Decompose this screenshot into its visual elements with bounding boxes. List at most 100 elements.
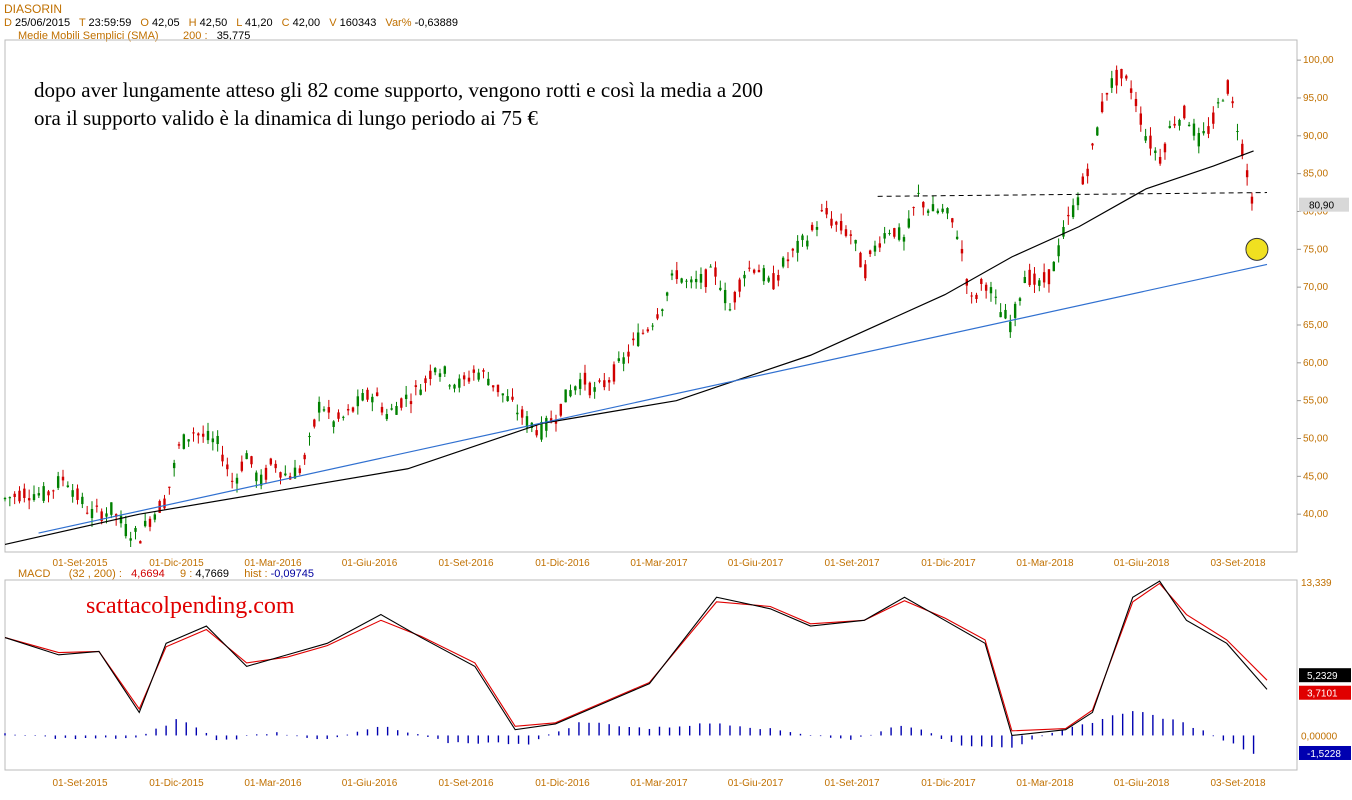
candle-body: [839, 221, 843, 231]
candle-body: [1241, 143, 1244, 156]
candle-body: [636, 332, 640, 346]
candle-body: [762, 268, 766, 282]
candle-body: [491, 385, 495, 388]
macd-hist-bar: [115, 735, 117, 739]
support-trendline: [38, 263, 1268, 534]
candle-body: [806, 240, 809, 247]
candle-body: [27, 498, 31, 501]
candle-body: [414, 385, 418, 388]
signal-last-value: 3,7101: [1307, 689, 1338, 700]
macd-x-tick-label: 01-Set-2017: [824, 778, 879, 789]
macd-hist-bar: [346, 734, 349, 736]
candle-body: [1231, 101, 1234, 104]
candle-body: [844, 229, 848, 236]
candle-body: [226, 464, 229, 470]
candle-body: [569, 390, 572, 397]
price-x-tick-label: 01-Set-2015: [52, 558, 107, 569]
candle-body: [622, 357, 625, 364]
macd-hist-bar: [970, 735, 973, 747]
candle-body: [419, 389, 422, 395]
macd-hist-bar: [1061, 730, 1063, 736]
price-x-tick-label: 01-Giu-2018: [1114, 558, 1170, 569]
macd-x-tick-label: 01-Giu-2016: [342, 778, 398, 789]
candle-body: [148, 518, 152, 527]
time-label: T: [78, 17, 86, 29]
var-value: -0,63889: [414, 17, 459, 29]
macd-hist-bar: [276, 732, 278, 736]
candle-body: [1028, 269, 1031, 286]
candle-body: [206, 430, 210, 441]
candle-body: [864, 264, 867, 279]
macd-params: (32 , 200) :: [68, 568, 122, 580]
candle-body: [1042, 272, 1046, 283]
candle-body: [520, 409, 524, 418]
candle-body: [1047, 269, 1051, 285]
macd-hist-bar: [860, 735, 862, 737]
candle-body: [18, 490, 21, 502]
macd-hist-bar: [1232, 735, 1235, 744]
candle-body: [250, 456, 253, 465]
candle-body: [951, 218, 954, 223]
candle-body: [172, 462, 176, 469]
candle-body: [525, 416, 529, 428]
candle-body: [1038, 280, 1041, 286]
macd-hist-bar: [1031, 735, 1033, 740]
candle-body: [235, 477, 239, 484]
candle-body: [888, 233, 891, 235]
candle-body: [1149, 135, 1152, 149]
candle-body: [264, 467, 268, 480]
macd-hist-bar: [14, 734, 16, 736]
candle-body: [728, 309, 732, 311]
date-value: 25/06/2015: [15, 17, 71, 29]
candle-body: [1178, 119, 1181, 126]
candle-body: [52, 490, 55, 492]
macd-hist-bar: [890, 727, 892, 736]
price-y-tick-label: 100,00: [1303, 55, 1334, 66]
hist-label: hist :: [244, 568, 268, 580]
macd-x-tick-label: 01-Set-2016: [438, 778, 493, 789]
candle-body: [1139, 113, 1142, 125]
macd-hist-bar: [548, 734, 550, 736]
macd-hist-bar: [799, 733, 802, 736]
macd-x-tick-label: 01-Giu-2017: [728, 778, 784, 789]
macd-hist-bar: [1182, 722, 1184, 736]
high-label: H: [188, 17, 197, 29]
macd-hist-bar: [94, 735, 97, 739]
candle-body: [641, 332, 645, 334]
candle-body: [61, 476, 65, 481]
candle-body: [989, 287, 993, 294]
macd-x-tick-label: 01-Set-2015: [52, 778, 107, 789]
macd-hist-bar: [950, 735, 953, 742]
sma-legend: Medie Mobili Semplici (SMA) 200 : 35,775: [18, 30, 250, 42]
candle-body: [670, 273, 674, 276]
candle-body: [719, 287, 722, 290]
macd-hist-bar: [809, 735, 812, 736]
candle-body: [926, 210, 930, 213]
candle-body: [462, 375, 466, 380]
candle-body: [71, 490, 74, 497]
macd-hist-bar: [447, 735, 449, 744]
candle-body: [487, 378, 490, 386]
last-price-label: 80,90: [1309, 201, 1334, 212]
macd-hist-bar: [578, 722, 580, 736]
price-y-tick-label: 85,00: [1303, 169, 1328, 180]
macd-hist-bar: [24, 735, 26, 736]
candle-body: [955, 236, 959, 239]
candle-body: [583, 372, 587, 385]
macd-hist-bar: [648, 728, 651, 736]
macd-hist-bar: [608, 724, 610, 736]
macd-hist-bar: [104, 735, 107, 738]
candle-body: [1086, 168, 1089, 177]
candle-body: [893, 228, 896, 237]
candle-body: [472, 369, 476, 373]
macd-x-tick-label: 01-Dic-2015: [149, 778, 204, 789]
macd-hist-bar: [779, 730, 782, 736]
candle-body: [90, 509, 94, 519]
macd-hist-bar: [1132, 711, 1134, 736]
resistance-line: [877, 192, 1268, 197]
candle-body: [1207, 126, 1210, 134]
macd-hist-bar: [356, 731, 359, 736]
candle-body: [1192, 123, 1196, 136]
candle-body: [878, 243, 882, 248]
candle-body: [1236, 131, 1239, 133]
